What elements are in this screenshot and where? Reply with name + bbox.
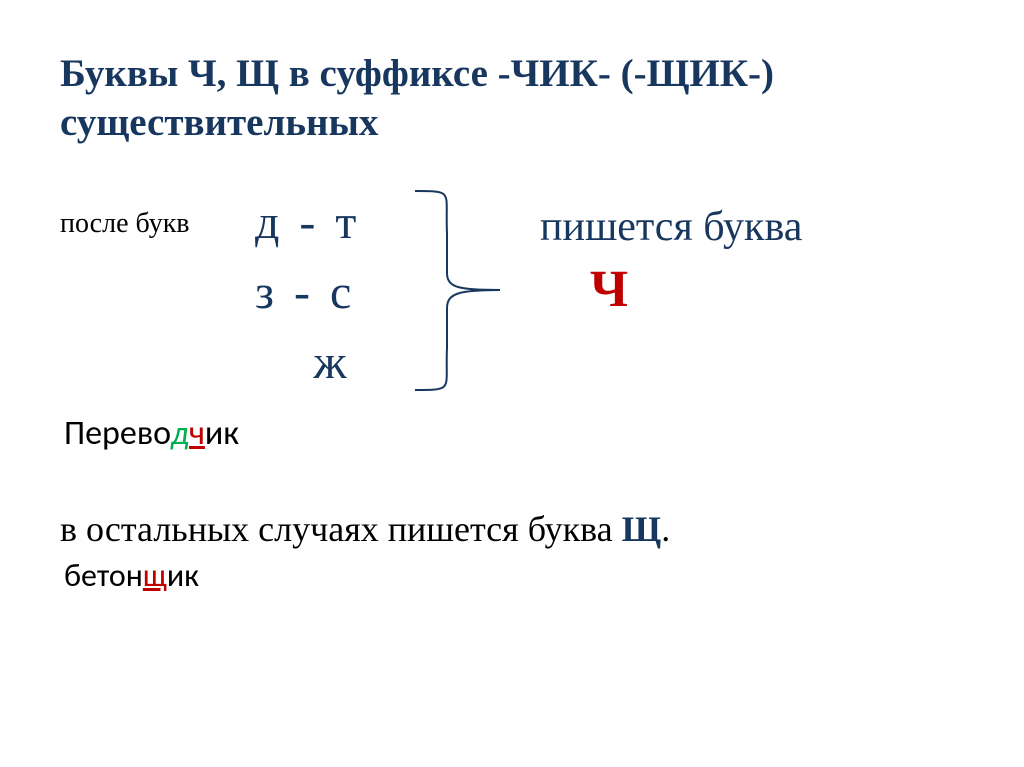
rule2-text: в остальных случаях пишется буква <box>60 509 622 549</box>
example1-green-letter: д <box>171 413 189 454</box>
example2-shch-letter: щ <box>143 556 167 595</box>
result-label: пишется буква <box>540 203 802 251</box>
dash-2: - <box>286 266 318 319</box>
after-letters-label: после букв <box>60 208 190 240</box>
rule-other-cases: в остальных случаях пишется буква Щ. <box>60 508 670 550</box>
slide: Буквы Ч, Щ в суффиксе -ЧИК- (-ЩИК-) суще… <box>0 0 1024 767</box>
letters-column: д - т з - с ж <box>255 188 395 398</box>
slide-body: после букв д - т з - с ж пишется буква Ч <box>60 188 964 728</box>
letters-row-3: ж <box>255 328 395 398</box>
letter-d: д <box>255 196 279 249</box>
big-letter-ch: Ч <box>590 260 628 319</box>
dash-1: - <box>291 196 323 249</box>
example-word-2: бетонщик <box>64 556 199 595</box>
curly-bracket-icon <box>405 183 515 403</box>
example-word-1: Переводчик <box>64 413 239 454</box>
example2-prefix: бетон <box>64 556 143 595</box>
letter-t: т <box>335 196 356 249</box>
slide-title: Буквы Ч, Щ в суффиксе -ЧИК- (-ЩИК-) суще… <box>60 50 964 148</box>
letter-zh: ж <box>313 336 346 389</box>
example1-ch-letter: ч <box>189 413 205 454</box>
rule2-shch: Щ <box>622 509 662 549</box>
example1-prefix: Перево <box>64 413 171 454</box>
letters-row-2: з - с <box>255 258 395 328</box>
example1-suffix: ик <box>205 413 239 454</box>
letter-s: с <box>330 266 351 319</box>
rule2-period: . <box>661 509 670 549</box>
example2-suffix: ик <box>167 556 199 595</box>
letter-z: з <box>255 266 274 319</box>
letters-row-1: д - т <box>255 188 395 258</box>
